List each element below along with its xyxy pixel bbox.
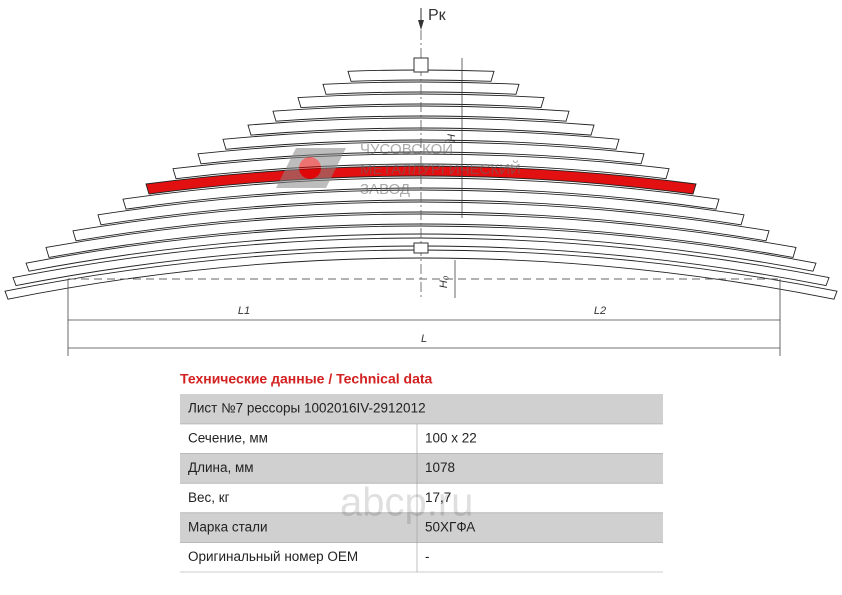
row-label: Длина, мм [188, 460, 254, 475]
logo-text: МЕТАЛЛУРГИЧЕСКИЙ [360, 160, 521, 178]
row-label: Вес, кг [188, 490, 230, 505]
table-header-bg [180, 394, 663, 424]
row-value: - [425, 549, 430, 564]
bolt-head [413, 57, 429, 73]
l1-label: L1 [238, 305, 250, 317]
table-title: Технические данные / Technical data [180, 371, 433, 387]
logo-text: ЧУСОВСКОЙ [360, 140, 453, 158]
l-label: L [421, 333, 427, 345]
logo-dot [299, 157, 321, 179]
leaf [297, 93, 545, 109]
leaf [12, 237, 830, 287]
logo: ЧУСОВСКОЙ МЕТАЛЛУРГИЧЕСКИЙ ЗАВОД [276, 140, 521, 198]
row-value: 50ХГФА [425, 519, 475, 534]
leaf [97, 189, 745, 226]
row-bg [180, 512, 663, 543]
bolt-nut [413, 242, 429, 254]
logo-text: ЗАВОД [360, 181, 410, 198]
row-label: Марка стали [188, 519, 268, 534]
l2-label: L2 [594, 305, 606, 317]
table-header: Лист №7 рессоры 1002016IV-2912012 [188, 401, 426, 416]
row-value: 100 x 22 [425, 431, 477, 446]
leaf [272, 105, 570, 122]
watermark: abcp.ru [340, 481, 473, 525]
row-label: Сечение, мм [188, 431, 268, 446]
leaf [45, 213, 797, 258]
force-arrowhead [418, 20, 424, 30]
leaf [25, 225, 817, 272]
row-value: 1078 [425, 460, 455, 475]
force-label: Pк [428, 7, 447, 24]
row-value: 17,7 [425, 490, 451, 505]
leaf [72, 201, 770, 242]
h-label: H [446, 134, 458, 142]
h0-label: H₀ [438, 275, 450, 288]
row-bg [180, 453, 663, 484]
row-label: Оригинальный номер OEM [188, 549, 358, 564]
leaf [4, 249, 838, 300]
table-rows: Сечение, мм 100 x 22 Длина, мм 1078 Вес, кг 1… [180, 423, 663, 573]
